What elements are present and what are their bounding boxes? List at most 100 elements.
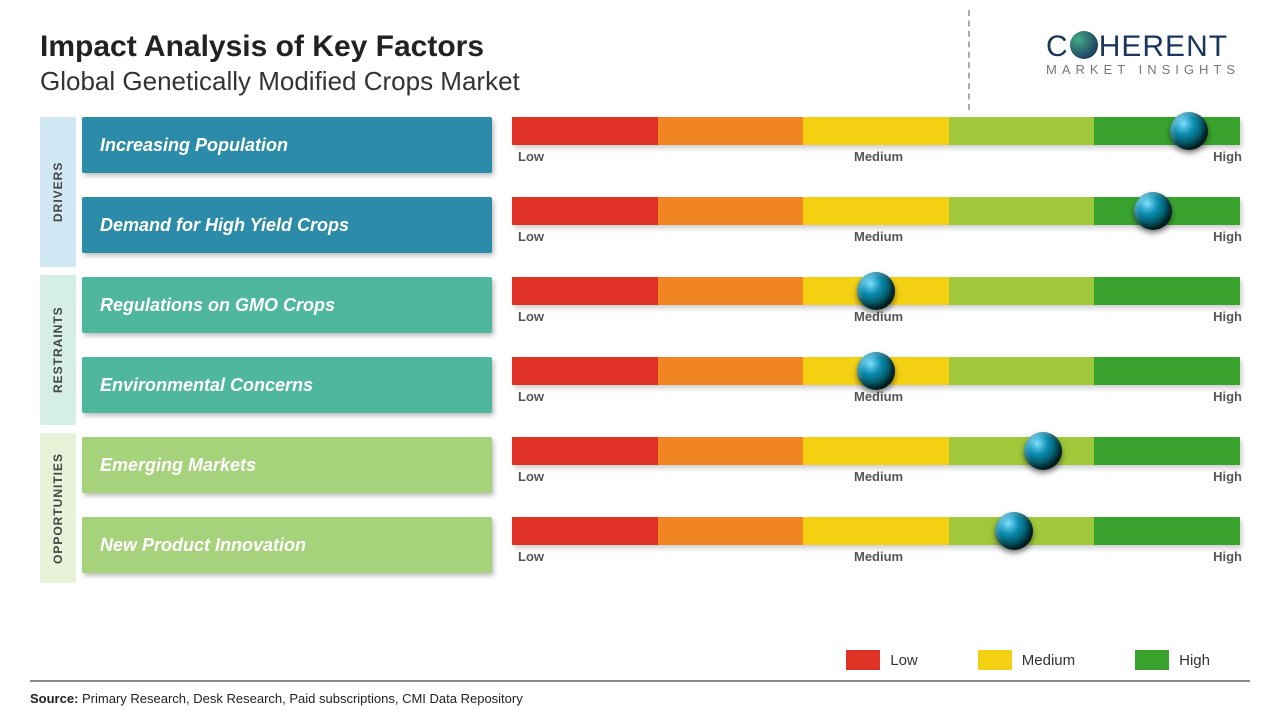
gauge-bar [512, 117, 1240, 145]
legend-label: High [1179, 652, 1210, 669]
gauge-segment [512, 197, 658, 225]
gauge-segment [949, 357, 1095, 385]
gauge-label-high: High [1213, 549, 1242, 564]
factor-row: Regulations on GMO Crops LowMediumHigh [82, 277, 1240, 347]
gauge-segment [803, 437, 949, 465]
source-prefix: Source: [30, 691, 82, 706]
gauge-segment [658, 437, 804, 465]
legend: Low Medium High [846, 650, 1210, 670]
gauge-bar [512, 517, 1240, 545]
brand-logo: CHERENT MARKET INSIGHTS [1046, 30, 1240, 77]
factor-row: Environmental Concerns Low Medium High [82, 357, 1240, 427]
gauge-label-medium: Medium [854, 549, 903, 564]
gauge-knob [1170, 112, 1208, 150]
gauge-knob [857, 272, 895, 310]
gauge-label-medium: Medium [854, 389, 903, 404]
gauge-segment [803, 517, 949, 545]
globe-icon [1070, 31, 1098, 59]
legend-label: Medium [1022, 652, 1075, 669]
divider-vertical [968, 10, 970, 110]
category-group: Emerging Markets Low Medium High New Product… [82, 437, 1240, 587]
gauge-segment [949, 117, 1095, 145]
chart-body: DRIVERS RESTRAINTS OPPORTUNITIES Increasin… [40, 117, 1240, 587]
factor-row: New Product InnovationLowMediumHigh [82, 517, 1240, 587]
impact-gauge: Low Medium High [512, 357, 1240, 404]
gauge-segment [512, 117, 658, 145]
gauge-segment [1094, 117, 1240, 145]
gauge-segment [512, 517, 658, 545]
infographic-page: CHERENT MARKET INSIGHTS Impact Analysis … [0, 0, 1280, 720]
gauge-segment [803, 197, 949, 225]
brand-name: CHERENT [1046, 30, 1240, 64]
gauge-segment [949, 197, 1095, 225]
gauge-label-low: Low [518, 229, 544, 244]
legend-swatch [1135, 650, 1169, 670]
brand-tagline: MARKET INSIGHTS [1046, 62, 1240, 77]
gauge-knob [1134, 192, 1172, 230]
gauge-segment [512, 277, 658, 305]
category-tab: RESTRAINTS [40, 275, 76, 425]
gauge-scale-labels: LowMediumHigh [512, 549, 1240, 564]
impact-gauge: LowMediumHigh [512, 277, 1240, 324]
impact-gauge: LowMediumHigh [512, 517, 1240, 564]
factor-label: Increasing Population [82, 117, 492, 173]
gauge-segment [803, 117, 949, 145]
factor-row: Increasing Population Low Medium High [82, 117, 1240, 187]
legend-swatch [978, 650, 1012, 670]
legend-item: Medium [978, 650, 1075, 670]
factor-label: Environmental Concerns [82, 357, 492, 413]
gauge-bar [512, 197, 1240, 225]
gauge-segment [658, 357, 804, 385]
gauge-label-medium: Medium [854, 149, 903, 164]
gauge-label-medium: Medium [854, 229, 903, 244]
category-group: Regulations on GMO CropsLowMediumHighEnv… [82, 277, 1240, 427]
gauge-segment [658, 277, 804, 305]
impact-gauge: Low Medium High [512, 197, 1240, 244]
gauge-segment [949, 277, 1095, 305]
gauge-segment [1094, 517, 1240, 545]
gauge-label-high: High [1213, 229, 1242, 244]
category-group: Increasing PopulationLowMediumHighDemand… [82, 117, 1240, 267]
factor-label: Emerging Markets [82, 437, 492, 493]
gauge-scale-labels: LowMediumHigh [512, 309, 1240, 324]
gauge-label-low: Low [518, 469, 544, 484]
gauge-label-high: High [1213, 469, 1242, 484]
gauge-segment [658, 517, 804, 545]
factor-label: New Product Innovation [82, 517, 492, 573]
factor-label: Regulations on GMO Crops [82, 277, 492, 333]
category-tab: OPPORTUNITIES [40, 433, 76, 583]
gauge-knob [1024, 432, 1062, 470]
gauge-scale-labels: Low Medium High [512, 149, 1240, 164]
gauge-label-low: Low [518, 309, 544, 324]
gauge-label-high: High [1213, 149, 1242, 164]
gauge-label-high: High [1213, 309, 1242, 324]
gauge-segment [1094, 277, 1240, 305]
gauge-scale-labels: Low Medium High [512, 229, 1240, 244]
source-line: Source: Primary Research, Desk Research,… [30, 691, 523, 706]
gauge-segment [1094, 437, 1240, 465]
factor-row: Demand for High Yield Crops Low Medium High [82, 197, 1240, 267]
category-tab: DRIVERS [40, 117, 76, 267]
category-tabs: DRIVERS RESTRAINTS OPPORTUNITIES [40, 117, 76, 587]
legend-swatch [846, 650, 880, 670]
gauge-knob [995, 512, 1033, 550]
impact-gauge: Low Medium High [512, 437, 1240, 484]
gauge-segment [658, 117, 804, 145]
gauge-label-high: High [1213, 389, 1242, 404]
source-text: Primary Research, Desk Research, Paid su… [82, 691, 523, 706]
factor-row: Emerging Markets Low Medium High [82, 437, 1240, 507]
gauge-segment [658, 197, 804, 225]
gauge-label-medium: Medium [854, 469, 903, 484]
gauge-label-low: Low [518, 389, 544, 404]
factor-label: Demand for High Yield Crops [82, 197, 492, 253]
gauge-segment [512, 357, 658, 385]
gauge-knob [857, 352, 895, 390]
gauge-scale-labels: Low Medium High [512, 389, 1240, 404]
gauge-segment [1094, 357, 1240, 385]
brand-post: HERENT [1099, 30, 1228, 63]
gauge-label-low: Low [518, 149, 544, 164]
legend-label: Low [890, 652, 918, 669]
gauge-segment [949, 437, 1095, 465]
legend-item: Low [846, 650, 918, 670]
legend-item: High [1135, 650, 1210, 670]
